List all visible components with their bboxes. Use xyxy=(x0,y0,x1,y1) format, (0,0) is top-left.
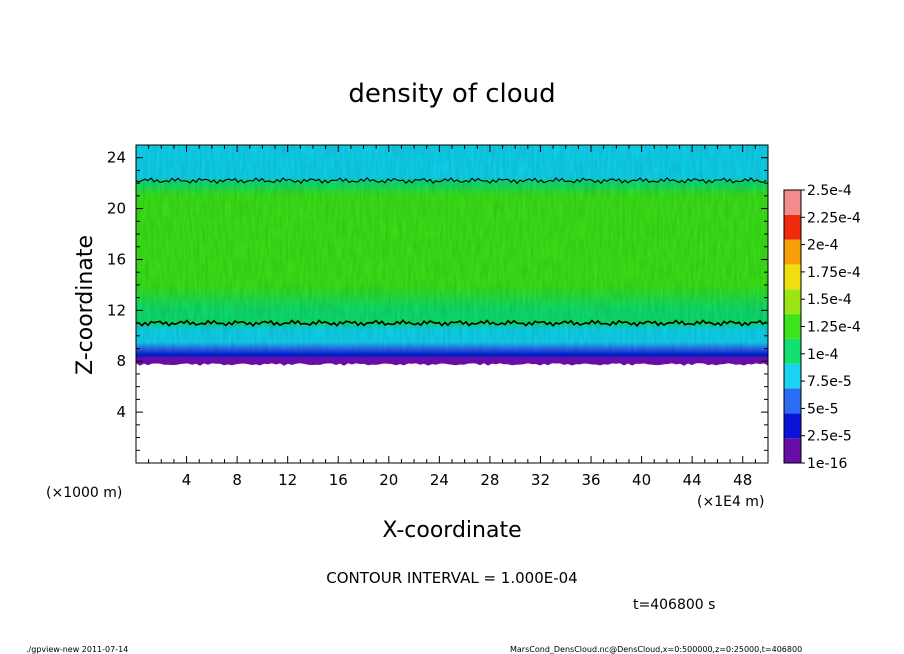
y-tick-label: 20 xyxy=(107,200,126,218)
x-scale-note: (×1E4 m) xyxy=(697,494,764,510)
colorbar-label: 7.5e-5 xyxy=(807,374,852,390)
colorbar-label: 2.25e-4 xyxy=(807,210,861,226)
x-tick-label: 8 xyxy=(232,471,242,489)
x-axis-label: X-coordinate xyxy=(382,518,521,543)
colorbar-segment xyxy=(784,338,801,364)
footer-right: MarsCond_DensCloud.nc@DensCloud,x=0:5000… xyxy=(510,645,802,654)
colorbar-segment xyxy=(784,239,801,265)
chart-title: density of cloud xyxy=(348,79,555,109)
x-unit-label: (×1000 m) xyxy=(46,485,122,501)
colorbar-label: 1.5e-4 xyxy=(807,292,852,308)
x-tick-label: 48 xyxy=(733,471,752,489)
x-tick-label: 36 xyxy=(581,471,600,489)
colorbar: 1e-16 2.5e-5 5e-5 7.5e-5 1e-4 1.25e-4 1.5e-4 1.… xyxy=(783,183,861,472)
colorbar-segment xyxy=(784,363,801,389)
x-tick-label: 28 xyxy=(480,471,499,489)
y-tick-label: 12 xyxy=(107,301,126,319)
colorbar-segment xyxy=(784,214,801,240)
x-tick-label: 24 xyxy=(430,471,449,489)
colorbar-segment xyxy=(784,314,801,339)
contour-line xyxy=(135,319,767,328)
colorbar-label: 2.5e-5 xyxy=(807,429,852,445)
colorbar-segment xyxy=(784,388,801,414)
contour-line xyxy=(135,176,767,185)
colorbar-label: 1.25e-4 xyxy=(807,320,861,336)
x-tick-label: 12 xyxy=(278,471,297,489)
colorbar-segment xyxy=(784,289,801,315)
cloud-base-edge xyxy=(136,357,768,366)
colorbar-segment xyxy=(784,413,801,439)
colorbar-segment xyxy=(784,264,801,290)
cloud-density-field xyxy=(136,145,768,362)
x-tick-label: 40 xyxy=(632,471,651,489)
y-tick-label: 16 xyxy=(107,250,126,268)
x-tick-label: 16 xyxy=(329,471,348,489)
time-label: t=406800 s xyxy=(633,597,715,613)
colorbar-label: 2e-4 xyxy=(807,238,839,254)
colorbar-label: 1e-16 xyxy=(807,456,847,472)
x-tick-label: 4 xyxy=(182,471,192,489)
colorbar-label: 1e-4 xyxy=(807,347,839,363)
colorbar-label: 5e-5 xyxy=(807,401,838,417)
x-tick-label: 20 xyxy=(379,471,398,489)
footer-left: ./gpview-new 2011-07-14 xyxy=(26,645,128,654)
colorbar-segment xyxy=(784,190,801,215)
contour-interval: CONTOUR INTERVAL = 1.000E-04 xyxy=(326,569,577,587)
colorbar-label: 1.75e-4 xyxy=(807,265,861,281)
y-axis-label: Z-coordinate xyxy=(73,235,98,375)
colorbar-segment xyxy=(784,438,801,463)
y-tick-label: 4 xyxy=(116,403,126,421)
x-tick-label: 32 xyxy=(531,471,550,489)
colorbar-label: 2.5e-4 xyxy=(807,183,852,199)
y-tick-label: 24 xyxy=(107,149,126,167)
x-tick-label: 44 xyxy=(683,471,702,489)
y-tick-label: 8 xyxy=(116,352,126,370)
